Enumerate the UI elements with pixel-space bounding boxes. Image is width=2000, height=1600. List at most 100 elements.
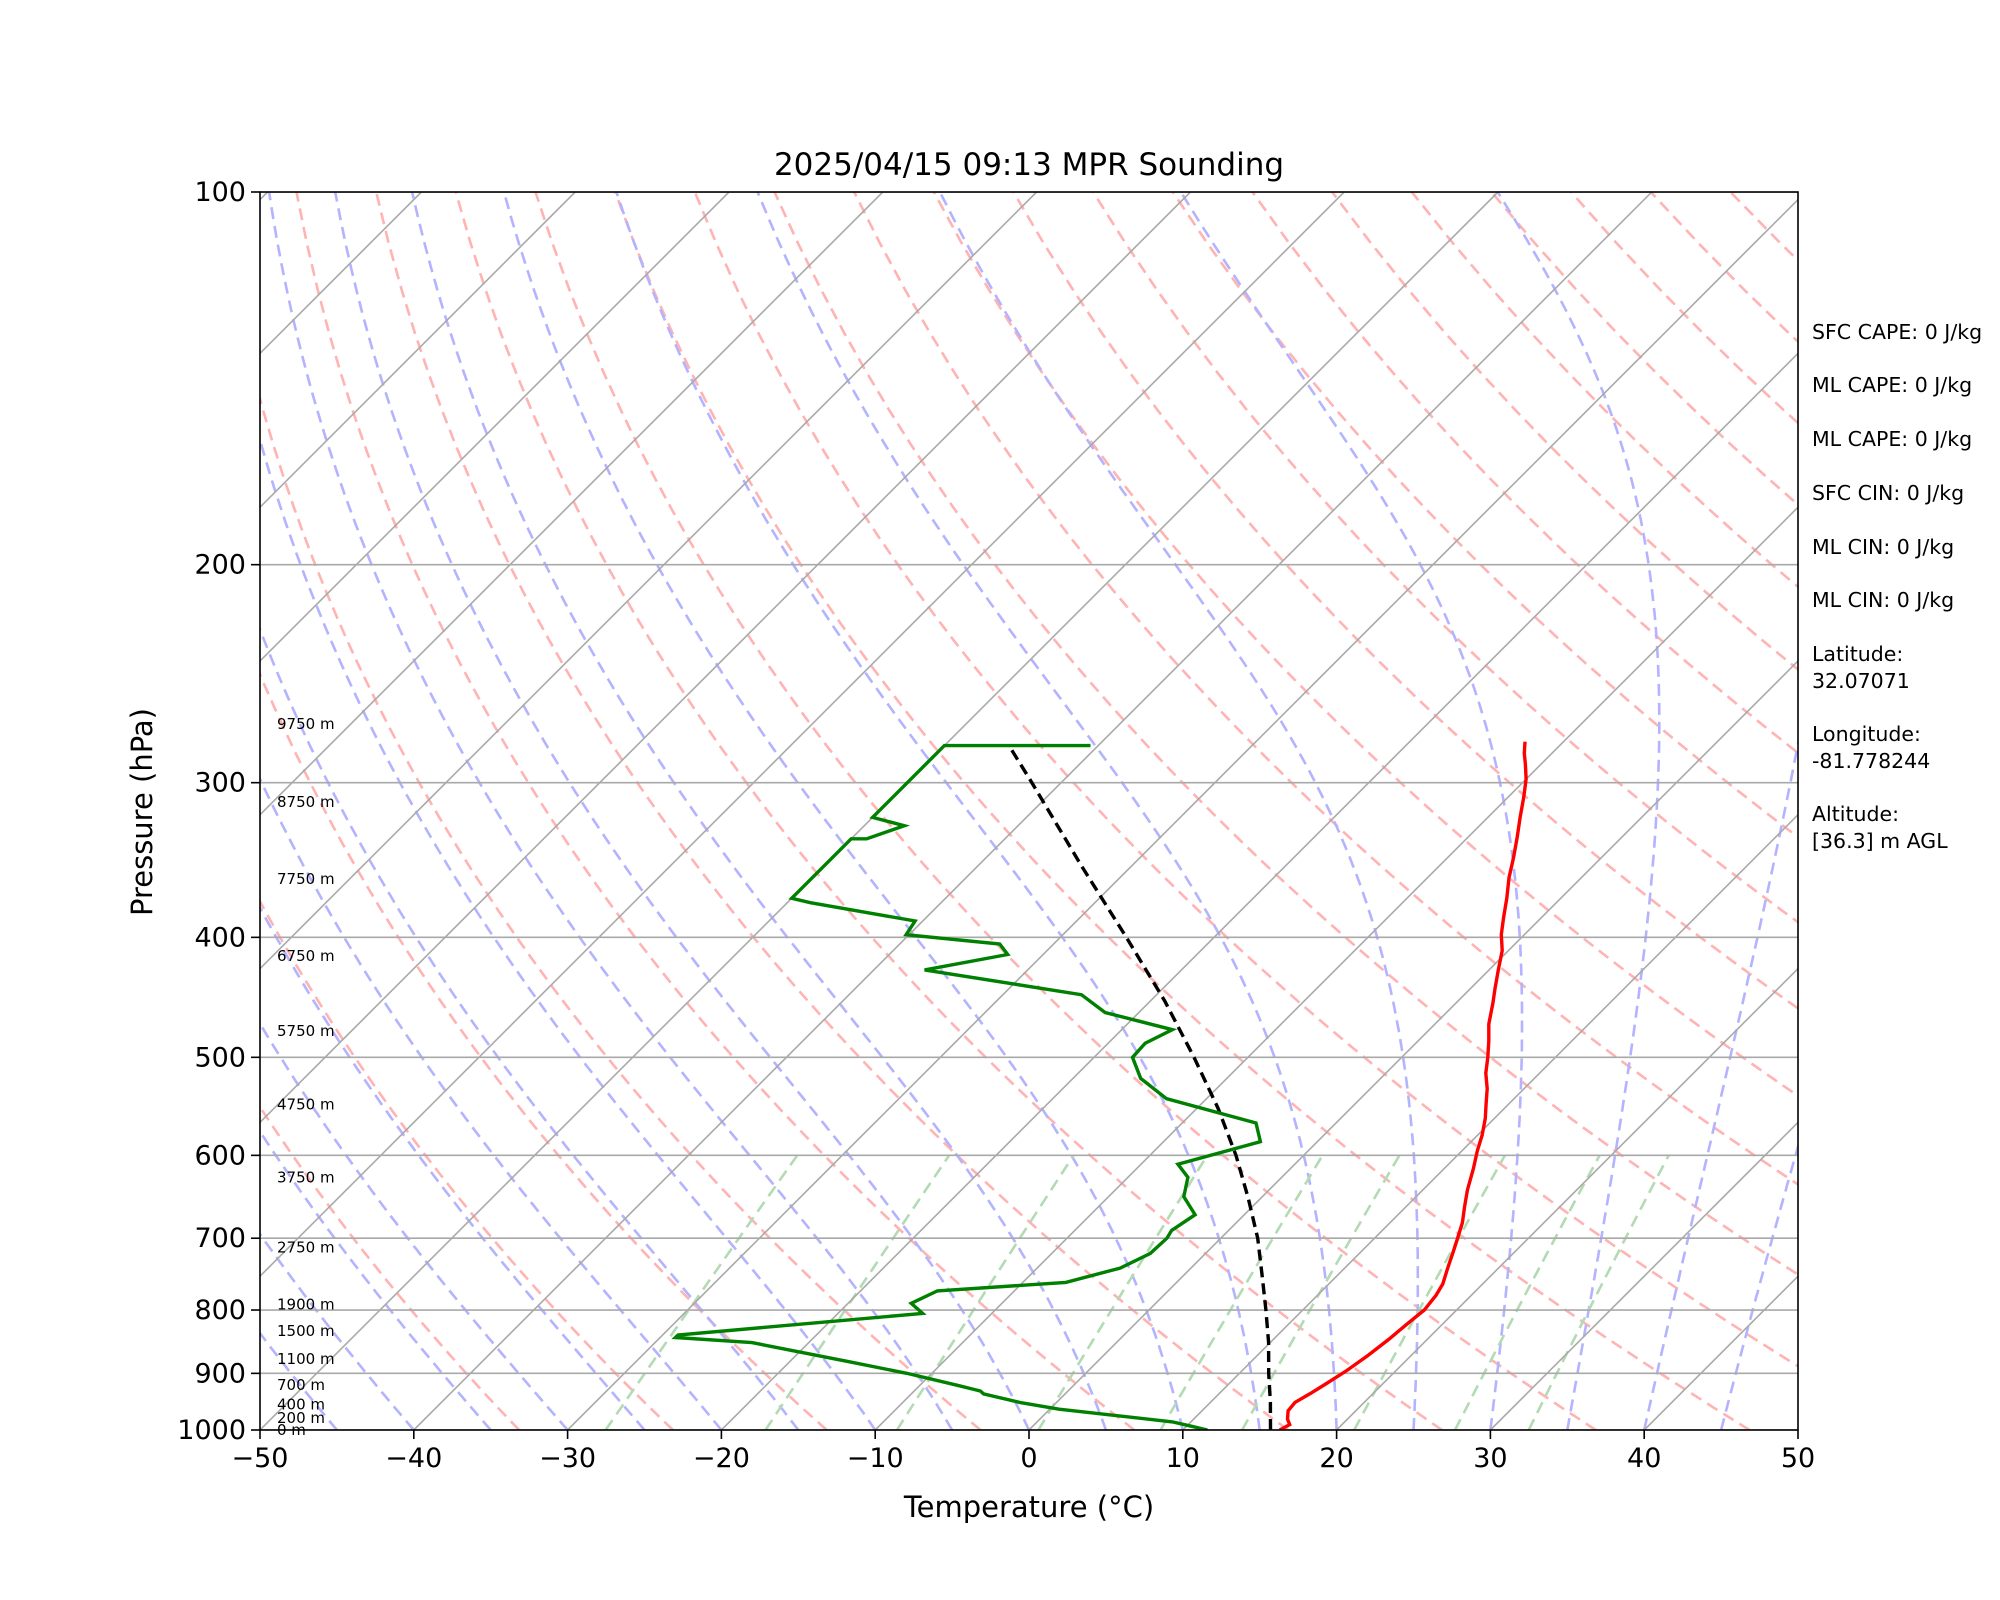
y-tick-label: 1000 <box>177 1415 246 1446</box>
moist-adiabat-line <box>267 192 954 1430</box>
x-axis-label: Temperature (°C) <box>903 1490 1154 1524</box>
altitude-label: 4750 m <box>277 1096 335 1114</box>
y-axis-ticks: 100 200 300 400 500 600 700 800 900 1000 <box>177 177 260 1446</box>
isotherm-line <box>1489 1121 1798 1430</box>
isotherm-line <box>1336 967 1798 1430</box>
isotherms <box>260 192 1798 1430</box>
isotherm-line <box>260 192 884 816</box>
moist-adiabat-line <box>333 192 1031 1430</box>
x-tick-label: 40 <box>1627 1443 1661 1474</box>
dry-adiabat-line <box>534 192 1597 1430</box>
y-tick-label: 400 <box>194 922 246 953</box>
moist-adiabat-line <box>410 192 1108 1430</box>
x-axis-ticks: −50 −40 −30 −20 −10 0 10 20 30 40 50 <box>232 1430 1815 1474</box>
side-panel: SFC CAPE: 0 J/kg ML CAPE: 0 J/kg ML CAPE… <box>1812 320 1982 853</box>
moist-adiabat-line <box>756 192 1338 1430</box>
dry-adiabat-line <box>295 192 1136 1430</box>
altitude-label: 0 m <box>277 1421 306 1439</box>
longitude-value: -81.778244 <box>1812 749 1930 773</box>
dry-adiabat-line <box>613 192 1751 1430</box>
mixing-ratio-line <box>604 1154 799 1430</box>
y-tick-label: 500 <box>194 1042 246 1073</box>
altitude-label: 9750 m <box>277 715 335 733</box>
x-tick-label: 10 <box>1166 1443 1200 1474</box>
dewpoint-line <box>671 743 1263 1430</box>
isotherm-line <box>720 352 1798 1430</box>
profile-lines <box>671 741 1528 1430</box>
isotherm-line <box>260 192 730 663</box>
ml-cape-text: ML CAPE: 0 J/kg <box>1812 373 1972 397</box>
dry-adiabat-line <box>260 393 982 1430</box>
sfc-cin-text: SFC CIN: 0 J/kg <box>1812 481 1964 505</box>
x-tick-label: 0 <box>1020 1443 1037 1474</box>
dry-adiabat-line <box>260 1104 521 1430</box>
longitude-label: Longitude: <box>1812 722 1921 746</box>
dry-adiabat-line <box>454 192 1443 1430</box>
moist-adiabat-line <box>260 904 646 1430</box>
isotherm-line <box>567 198 1798 1430</box>
y-tick-label: 300 <box>194 768 246 799</box>
x-tick-label: −50 <box>232 1443 289 1474</box>
moist-adiabat-line <box>1496 192 1661 1430</box>
isotherm-line <box>413 192 1653 1430</box>
temperature-line <box>1278 741 1528 1430</box>
altitude-label: 1900 m <box>277 1296 335 1314</box>
moist-adiabat-line <box>1642 736 1798 1430</box>
ml-cin-text: ML CIN: 0 J/kg <box>1812 535 1954 559</box>
chart-title: 2025/04/15 09:13 MPR Sounding <box>774 147 1284 183</box>
altitude-label: 400 m <box>277 1396 325 1414</box>
latitude-label: Latitude: <box>1812 642 1903 666</box>
latitude-value: 32.07071 <box>1812 669 1910 693</box>
x-tick-label: −10 <box>847 1443 904 1474</box>
x-tick-label: −40 <box>385 1443 442 1474</box>
altitude-label: Altitude: <box>1812 802 1899 826</box>
x-tick-label: 20 <box>1319 1443 1353 1474</box>
moist-adiabat-line <box>1179 192 1524 1430</box>
parcel-profile-line <box>1007 744 1273 1430</box>
x-tick-label: −30 <box>539 1443 596 1474</box>
altitude-label: 6750 m <box>277 947 335 965</box>
altitude-label: 7750 m <box>277 870 335 888</box>
ml-cin-text-2: ML CIN: 0 J/kg <box>1812 588 1954 612</box>
dry-adiabat-line <box>260 898 674 1430</box>
isotherm-line <box>260 192 576 509</box>
x-tick-label: 30 <box>1473 1443 1507 1474</box>
y-tick-label: 700 <box>194 1223 246 1254</box>
altitude-label: 1100 m <box>277 1350 335 1368</box>
altitude-label: 8750 m <box>277 793 335 811</box>
y-tick-label: 800 <box>194 1295 246 1326</box>
sfc-cape-text: SFC CAPE: 0 J/kg <box>1812 320 1982 344</box>
dry-adiabat-line <box>260 671 828 1430</box>
altitude-label: 700 m <box>277 1376 325 1394</box>
isotherm-line <box>874 506 1798 1430</box>
isotherm-line <box>260 192 1191 1124</box>
x-tick-label: 50 <box>1781 1443 1815 1474</box>
altitude-label: 200 m <box>277 1409 325 1427</box>
altitude-value: [36.3] m AGL <box>1812 829 1948 853</box>
y-tick-label: 600 <box>194 1140 246 1171</box>
altitude-label: 3750 m <box>277 1168 335 1186</box>
ml-cape-text-2: ML CAPE: 0 J/kg <box>1812 427 1972 451</box>
isotherm-line <box>1182 813 1798 1430</box>
moist-adiabat-line <box>260 775 723 1430</box>
moist-adiabat-line <box>260 1021 569 1430</box>
y-tick-label: 200 <box>194 550 246 581</box>
dry-adiabat-line <box>773 192 1798 1277</box>
moist-adiabat-line <box>260 1129 492 1430</box>
dry-adiabat-line <box>1171 192 1798 839</box>
y-axis-label: Pressure (hPa) <box>125 708 159 916</box>
dry-adiabat-line <box>374 192 1289 1430</box>
isobars <box>260 192 1798 1430</box>
altitude-label: 5750 m <box>277 1022 335 1040</box>
x-tick-label: −20 <box>693 1443 750 1474</box>
isotherm-line <box>260 192 1345 1278</box>
isotherm-line <box>260 192 1038 970</box>
altitude-label: 1500 m <box>277 1322 335 1340</box>
isotherm-line <box>1028 659 1798 1430</box>
moist-adiabat-line <box>938 192 1420 1430</box>
altitude-label: 2750 m <box>277 1238 335 1256</box>
dry-adiabat-line <box>1251 192 1798 755</box>
dry-adiabat-line <box>693 192 1798 1368</box>
